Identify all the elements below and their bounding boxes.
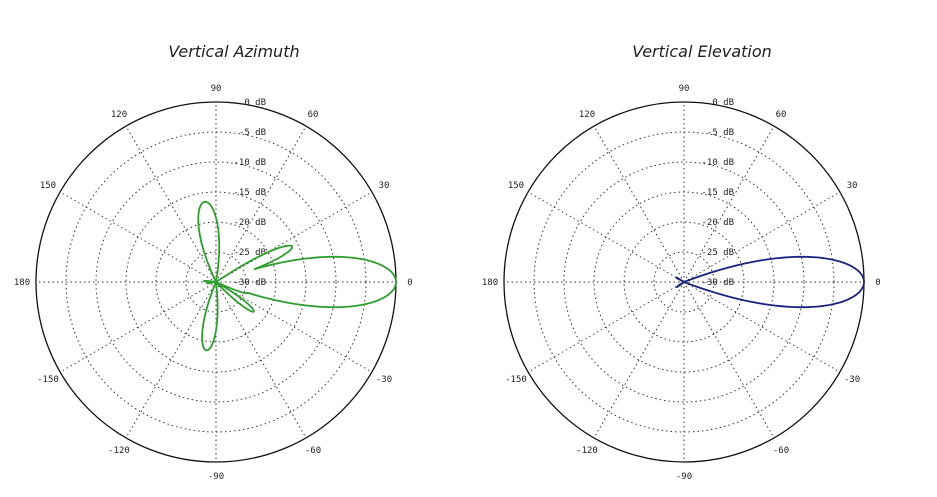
- angle-tick-label: 90: [679, 84, 690, 94]
- angle-tick-label: -30: [376, 375, 392, 385]
- angle-tick-label: 120: [579, 110, 595, 120]
- db-tick-label: -25 dB: [701, 248, 734, 258]
- db-tick-label: -15 dB: [233, 188, 266, 198]
- angle-tick-label: -120: [108, 446, 130, 456]
- db-tick-label: -20 dB: [233, 218, 266, 228]
- angle-tick-label: -150: [505, 375, 527, 385]
- db-tick-label: -25 dB: [233, 248, 266, 258]
- angle-tick-label: -90: [208, 472, 224, 482]
- angle-tick-label: -120: [576, 446, 598, 456]
- angle-tick-label: 0: [407, 278, 412, 288]
- angle-tick-label: -30: [844, 375, 860, 385]
- angle-tick-label: 60: [308, 110, 319, 120]
- angle-tick-label: 0: [875, 278, 880, 288]
- db-tick-label: -30 dB: [233, 278, 266, 288]
- db-tick-label: 0 dB: [712, 98, 734, 108]
- chart-title: Vertical Elevation: [632, 42, 772, 61]
- angle-tick-label: 150: [508, 181, 524, 191]
- grid-spoke: [215, 281, 373, 373]
- angle-tick-label: 150: [40, 181, 56, 191]
- grid-spoke: [215, 191, 373, 283]
- grid-spoke: [683, 191, 841, 283]
- db-tick-label: 0 dB: [244, 98, 266, 108]
- chart-title: Vertical Azimuth: [168, 42, 300, 61]
- grid-spoke: [593, 125, 685, 283]
- angle-tick-label: 180: [482, 278, 498, 288]
- grid-spoke: [683, 281, 775, 439]
- grid-ring: [563, 161, 805, 403]
- angle-tick-label: 30: [379, 181, 390, 191]
- db-tick-label: -10 dB: [233, 158, 266, 168]
- grid-ring: [653, 251, 715, 313]
- grid-spoke: [125, 125, 217, 283]
- grid-spoke: [593, 281, 685, 439]
- db-tick-label: -15 dB: [701, 188, 734, 198]
- angle-tick-label: 180: [14, 278, 30, 288]
- grid-spoke: [215, 125, 307, 283]
- db-tick-label: -30 dB: [701, 278, 734, 288]
- azimuth-chart: Vertical Azimuth 0 30 60 90 120 150 180 -150 -12…: [0, 0, 468, 497]
- db-tick-label: -10 dB: [701, 158, 734, 168]
- angle-tick-label: 120: [111, 110, 127, 120]
- elevation-chart: Vertical Elevation 0 30 60 90 120 150 180 -150 -…: [468, 0, 936, 497]
- grid-ring: [95, 161, 337, 403]
- db-tick-label: -5 dB: [707, 128, 734, 138]
- grid-ring: [185, 251, 247, 313]
- angle-tick-label: -60: [305, 446, 321, 456]
- grid-spoke: [59, 281, 217, 373]
- angle-tick-label: -60: [773, 446, 789, 456]
- db-tick-label: -5 dB: [239, 128, 266, 138]
- radiation-pattern-trace: [197, 200, 397, 352]
- elevation-polar-plot: 0 30 60 90 120 150 180 -150 -120 -90 -60 -30 0 dB -5 …: [482, 84, 881, 482]
- grid-spoke: [683, 125, 775, 283]
- angle-tick-label: 30: [847, 181, 858, 191]
- grid-spoke: [215, 281, 307, 439]
- angle-tick-label: 60: [776, 110, 787, 120]
- azimuth-polar-plot: 0 30 60 90 120 150 180 -150 -120 -90 -60 -30 0 dB -5 …: [14, 84, 413, 482]
- angle-tick-label: -150: [37, 375, 59, 385]
- angle-tick-label: -90: [676, 472, 692, 482]
- angle-tick-label: 90: [211, 84, 222, 94]
- grid-spoke: [125, 281, 217, 439]
- db-tick-label: -20 dB: [701, 218, 734, 228]
- radiation-pattern-trace: [675, 255, 865, 309]
- grid-spoke: [683, 281, 841, 373]
- grid-spoke: [59, 191, 217, 283]
